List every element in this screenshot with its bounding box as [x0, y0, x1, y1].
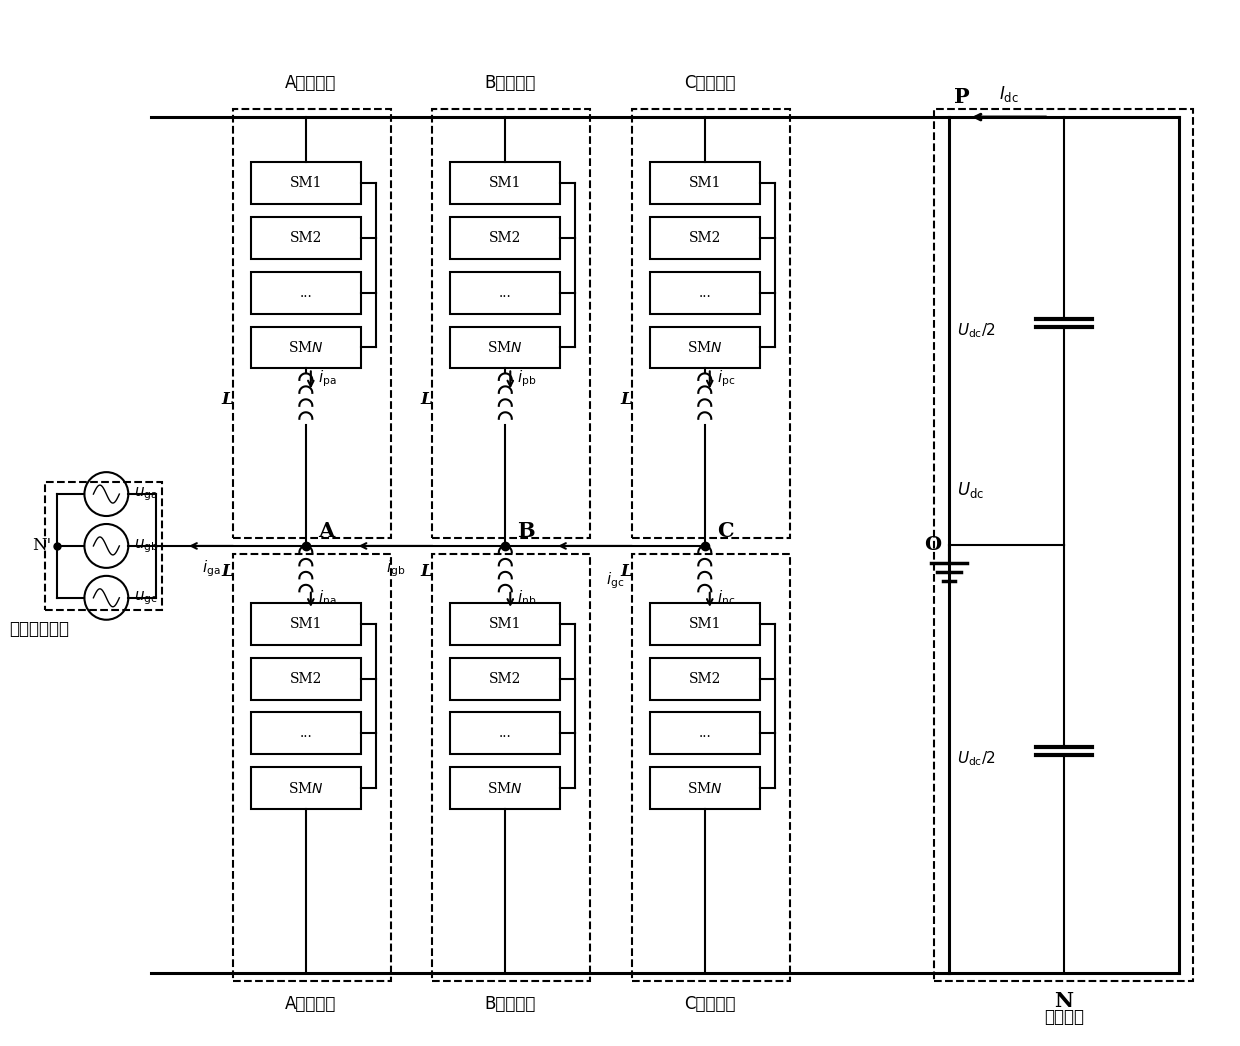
Text: SM2: SM2 — [290, 231, 322, 245]
Bar — [233, 554, 391, 981]
Text: SM1: SM1 — [489, 617, 522, 631]
Bar — [632, 554, 790, 981]
Bar — [450, 217, 560, 258]
Bar — [450, 768, 560, 810]
Text: SM$N$: SM$N$ — [288, 340, 324, 355]
Text: $U_{\mathrm{dc}}/2$: $U_{\mathrm{dc}}/2$ — [957, 750, 996, 768]
Text: C相下桥蟄: C相下桥蟄 — [684, 995, 735, 1013]
Text: $i_{\mathrm{nc}}$: $i_{\mathrm{nc}}$ — [717, 589, 735, 607]
Bar — [250, 217, 361, 258]
Bar — [450, 326, 560, 368]
Bar — [650, 712, 760, 754]
Text: SM2: SM2 — [290, 672, 322, 685]
Bar — [450, 658, 560, 700]
Bar — [650, 326, 760, 368]
Text: $u_{\mathrm{ga}}$: $u_{\mathrm{ga}}$ — [134, 485, 159, 503]
Text: N': N' — [32, 538, 52, 554]
Text: ...: ... — [300, 286, 312, 299]
Text: SM1: SM1 — [688, 176, 720, 190]
Bar — [450, 272, 560, 314]
Text: ...: ... — [698, 286, 712, 299]
Text: 三相交流电网: 三相交流电网 — [10, 619, 69, 638]
Bar — [250, 768, 361, 810]
Bar — [250, 162, 361, 204]
Text: ...: ... — [498, 286, 512, 299]
Bar — [934, 109, 1193, 981]
Bar — [450, 602, 560, 644]
Text: L: L — [620, 391, 632, 408]
Bar — [650, 658, 760, 700]
Text: L: L — [620, 564, 632, 581]
Text: $i_{\mathrm{nb}}$: $i_{\mathrm{nb}}$ — [517, 589, 537, 607]
Text: $U_{\mathrm{dc}}/2$: $U_{\mathrm{dc}}/2$ — [957, 322, 996, 340]
Text: O: O — [924, 536, 941, 554]
Bar — [433, 109, 590, 538]
Text: SM1: SM1 — [688, 617, 720, 631]
Text: $u_{\mathrm{gb}}$: $u_{\mathrm{gb}}$ — [134, 538, 159, 554]
Text: SM$N$: SM$N$ — [487, 780, 523, 796]
Text: SM1: SM1 — [489, 176, 522, 190]
Text: $I_{\mathrm{dc}}$: $I_{\mathrm{dc}}$ — [999, 84, 1019, 105]
Bar — [250, 602, 361, 644]
Text: ...: ... — [698, 726, 712, 741]
Bar — [650, 272, 760, 314]
Text: C: C — [717, 521, 733, 541]
Bar — [650, 217, 760, 258]
Text: $i_{\mathrm{pb}}$: $i_{\mathrm{pb}}$ — [517, 368, 537, 389]
Text: $i_{\mathrm{pc}}$: $i_{\mathrm{pc}}$ — [717, 368, 735, 389]
Bar — [450, 162, 560, 204]
Text: B: B — [517, 521, 534, 541]
Text: C相上桥蟄: C相上桥蟄 — [684, 74, 735, 92]
Text: SM2: SM2 — [489, 231, 522, 245]
Bar — [233, 109, 391, 538]
Bar — [632, 109, 790, 538]
Text: L: L — [420, 564, 433, 581]
Bar — [250, 326, 361, 368]
Text: $i_{\mathrm{gc}}$: $i_{\mathrm{gc}}$ — [606, 571, 624, 591]
Text: $U_{\mathrm{dc}}$: $U_{\mathrm{dc}}$ — [957, 480, 985, 500]
Text: B相上桥蟄: B相上桥蟄 — [485, 74, 536, 92]
Text: SM2: SM2 — [688, 672, 720, 685]
Bar — [650, 768, 760, 810]
Text: L: L — [221, 391, 233, 408]
Text: 直流电网: 直流电网 — [1044, 1007, 1084, 1026]
Text: A相上桥蟄: A相上桥蟄 — [285, 74, 336, 92]
Text: A相下桥蟄: A相下桥蟄 — [285, 995, 336, 1013]
Bar — [650, 162, 760, 204]
Bar — [250, 712, 361, 754]
Bar — [45, 482, 162, 610]
Text: A: A — [317, 521, 334, 541]
Text: B相下桥蟄: B相下桥蟄 — [485, 995, 536, 1013]
Text: N: N — [1054, 991, 1074, 1010]
Text: SM$N$: SM$N$ — [288, 780, 324, 796]
Text: SM1: SM1 — [290, 176, 322, 190]
Bar — [433, 554, 590, 981]
Text: SM$N$: SM$N$ — [687, 340, 723, 355]
Bar — [250, 658, 361, 700]
Text: $i_{\mathrm{ga}}$: $i_{\mathrm{ga}}$ — [202, 558, 221, 578]
Text: $i_{\mathrm{na}}$: $i_{\mathrm{na}}$ — [317, 589, 336, 607]
Bar — [450, 712, 560, 754]
Text: SM$N$: SM$N$ — [687, 780, 723, 796]
Text: L: L — [221, 564, 233, 581]
Text: SM2: SM2 — [688, 231, 720, 245]
Text: SM2: SM2 — [489, 672, 522, 685]
Text: $i_{\mathrm{pa}}$: $i_{\mathrm{pa}}$ — [317, 368, 336, 389]
Text: ...: ... — [498, 726, 512, 741]
Text: L: L — [420, 391, 433, 408]
Text: P: P — [954, 87, 970, 107]
Text: SM$N$: SM$N$ — [487, 340, 523, 355]
Text: $u_{\mathrm{gc}}$: $u_{\mathrm{gc}}$ — [134, 589, 157, 607]
Text: $i_{\mathrm{gb}}$: $i_{\mathrm{gb}}$ — [386, 558, 405, 578]
Bar — [250, 272, 361, 314]
Text: SM1: SM1 — [290, 617, 322, 631]
Bar — [650, 602, 760, 644]
Text: ...: ... — [300, 726, 312, 741]
